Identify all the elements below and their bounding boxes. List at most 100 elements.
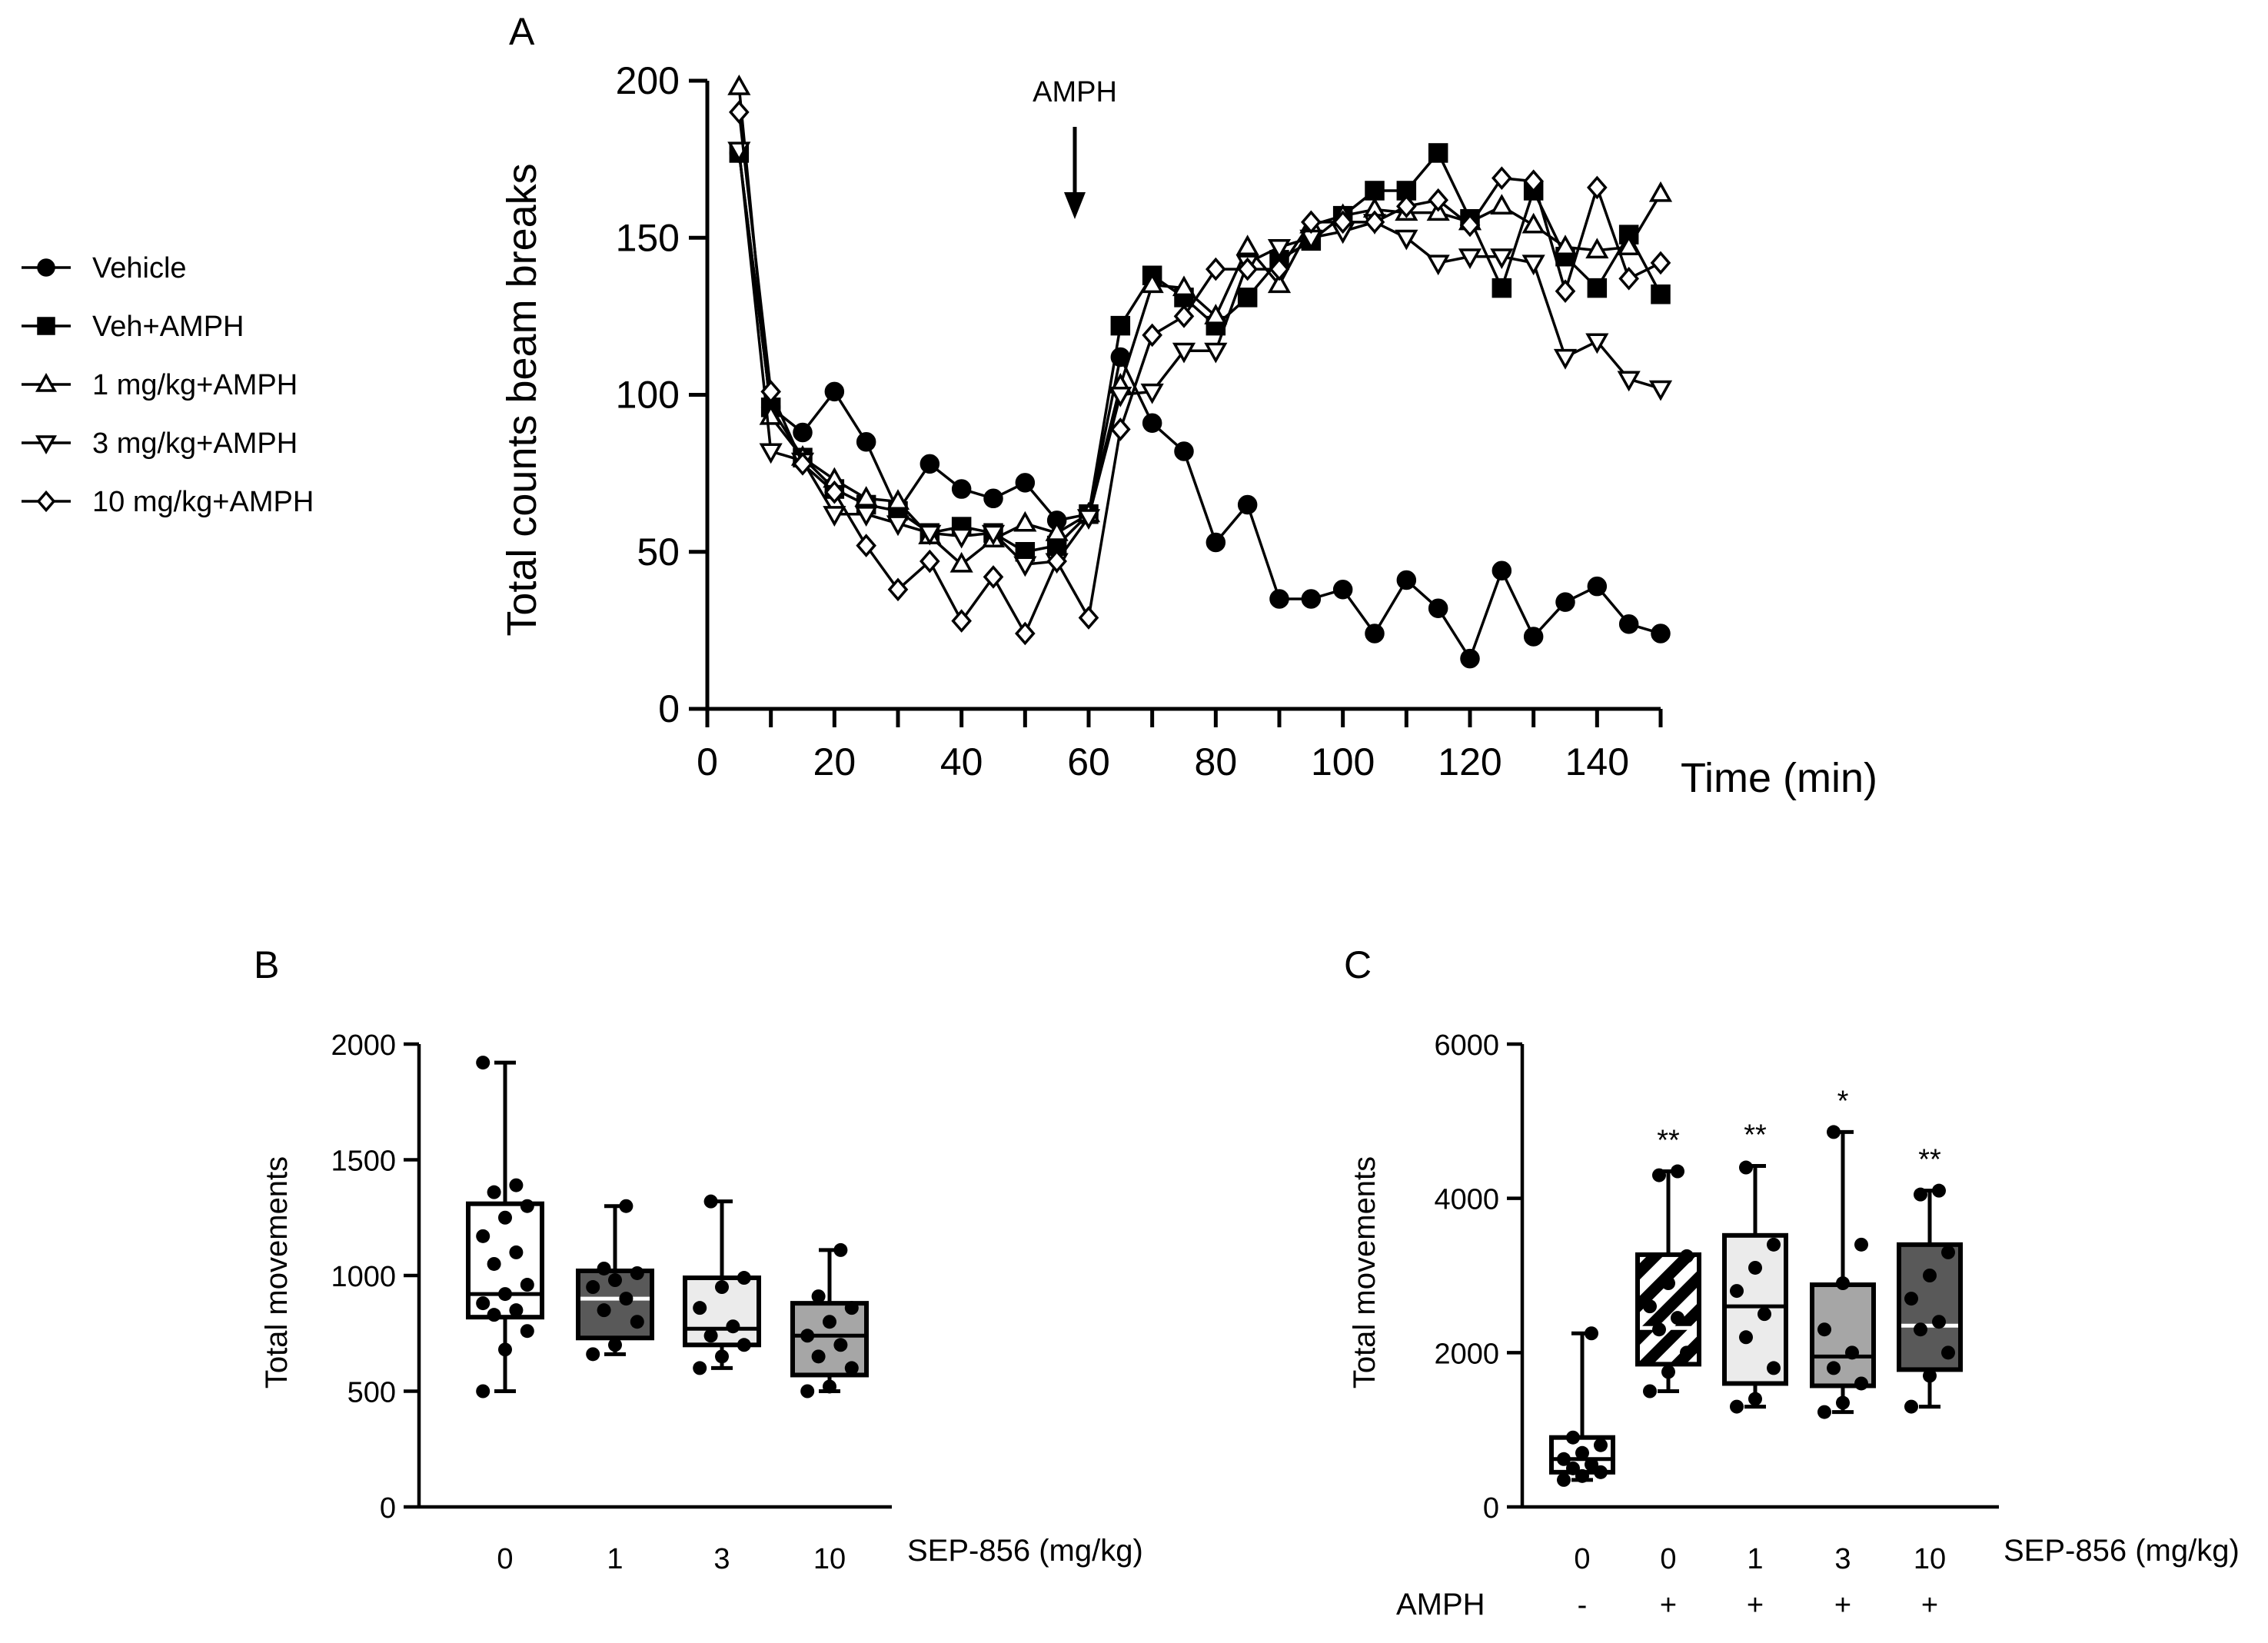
data-point [1827,1125,1841,1139]
data-point [844,1301,859,1315]
panel-a-x-tick-label: 80 [1195,740,1238,783]
amph-row-value: + [1834,1589,1851,1621]
data-point [800,1329,815,1343]
data-point [1395,229,1418,251]
data-point [520,1278,534,1292]
data-point [1332,580,1353,600]
data-point [918,524,942,546]
data-point [1046,549,1067,574]
data-point [1557,1472,1571,1487]
data-point [1575,1468,1589,1483]
data-point [844,1361,859,1375]
data-point [1648,380,1673,401]
data-point [983,565,1004,589]
data-point [1904,1292,1918,1306]
data-point [759,443,783,464]
panel-b-x-axis-label: SEP-856 (mg/kg) [907,1534,1143,1568]
data-point [920,454,940,474]
data-point [1365,624,1385,644]
data-point [983,488,1003,509]
y-tick-label: 2000 [331,1029,396,1062]
box-0 [1549,1326,1615,1487]
box-2 [683,1194,761,1375]
y-tick-label: 1500 [331,1146,396,1178]
data-point [1237,257,1258,281]
data-point [1618,267,1639,291]
amph-row-value: + [1660,1589,1677,1621]
data-point [1459,213,1481,238]
data-point [715,1349,729,1364]
data-point [1269,257,1290,281]
data-point [949,551,973,573]
data-point [1555,279,1576,304]
data-point [833,1338,848,1352]
panel-a-line-chart: A Vehicle Veh+AMPH 1 mg/kg+AMPH 3 mg/kg+AMP… [22,10,1877,801]
data-point [520,1199,534,1213]
data-point [498,1210,512,1225]
data-point [1269,589,1289,609]
panel-a-y-tick-label: 150 [616,216,680,259]
data-point [729,100,750,125]
panel-a-x-tick-label: 20 [813,740,856,783]
box-3 [1810,1125,1876,1419]
data-point [1364,210,1385,234]
data-point [1015,473,1036,493]
data-point [693,1301,707,1315]
data-point [1643,1384,1657,1399]
panel-a-y-tick-label: 200 [616,59,680,102]
data-point [1015,621,1036,646]
data-point [1566,1461,1580,1475]
data-point [951,479,972,499]
y-tick-label: 2000 [1434,1338,1499,1370]
data-point [597,1261,611,1275]
data-point [856,432,876,452]
data-point [824,381,845,402]
data-point [1914,1187,1927,1202]
data-point [854,506,878,527]
x-tick-label: 10 [813,1543,846,1575]
panel-c-amph-row-label: AMPH [1396,1588,1485,1621]
panel-a-legend: Vehicle Veh+AMPH 1 mg/kg+AMPH 3 mg/kg+AMPH 1… [22,252,314,518]
panel-c-x-axis-label: SEP-856 (mg/kg) [2004,1534,2240,1568]
data-point [1671,1164,1684,1179]
data-point [793,422,813,443]
data-point [854,486,878,507]
data-point [597,1303,611,1318]
data-point [1267,238,1292,260]
data-point [1923,1369,1937,1383]
data-point [1575,1445,1589,1460]
data-point [1854,1237,1868,1252]
data-point [487,1308,501,1322]
data-point [703,1329,718,1343]
box-body [1722,1232,1788,1386]
data-point [1235,234,1259,256]
data-point [1013,511,1037,532]
legend-marker [35,435,57,455]
data-point [1854,1376,1868,1391]
data-point [1172,342,1196,364]
panel-a-y-axis-label: Total counts beam breaks [499,163,545,636]
data-point [887,577,909,602]
data-point [1142,413,1162,434]
data-point [1585,1457,1598,1472]
data-point [1140,383,1164,404]
legend-marker [37,317,55,335]
data-point [1827,1361,1841,1375]
data-point [1651,624,1671,644]
data-point [487,1185,501,1199]
data-point [1142,323,1162,348]
amph-arrow [1064,127,1086,219]
data-point [800,1384,815,1399]
data-point [1587,278,1608,298]
data-point [1490,248,1514,269]
panel-c-plot: 0 2000 4000 6000 0 - 0 ** +1 ** +3 * +10 ** + [1434,1029,1999,1621]
data-point [1748,1392,1762,1406]
panel-a-x-tick-label: 100 [1311,740,1375,783]
data-point [823,1315,836,1329]
data-point [476,1056,491,1070]
data-point [1396,570,1417,590]
data-point [886,489,910,510]
data-point [1617,371,1641,392]
data-point [1428,143,1448,163]
